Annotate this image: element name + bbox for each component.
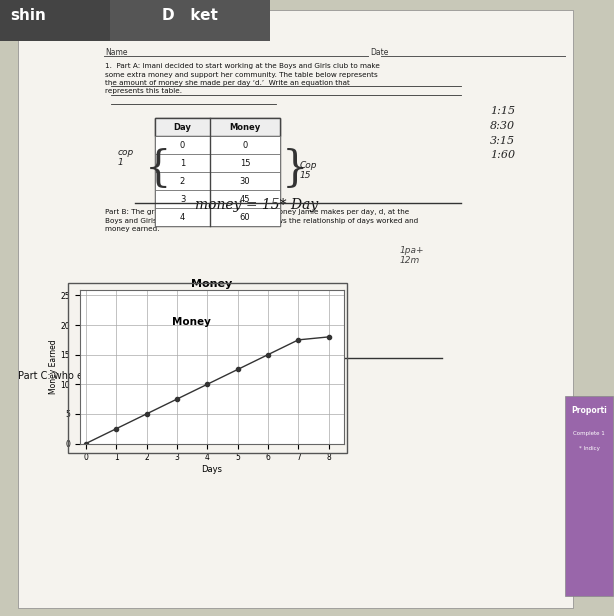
Text: Money: Money [173,317,211,327]
Bar [155,118,280,226]
Text: Complete 1: Complete 1 [573,431,605,436]
Text: 1.  Part A: Imani decided to start working at the Boys and Girls club to make
so: 1. Part A: Imani decided to start workin… [105,63,380,94]
Y-axis label: Money Earned: Money Earned [49,339,58,394]
Text: cop
1: cop 1 [118,148,134,168]
Bar [155,136,280,154]
Text: Part C: who earns more money after 8 days and by how much?: Part C: who earns more money after 8 day… [18,371,326,381]
FancyBboxPatch shape [0,0,110,41]
Text: {: { [145,148,171,190]
Text: Part B: The graph below shows the amount of money Jamie makes per day, d, at the: Part B: The graph below shows the amount… [105,209,418,232]
Text: 2: 2 [180,177,185,185]
Text: 15: 15 [239,158,251,168]
FancyBboxPatch shape [18,10,573,608]
Text: 0: 0 [243,140,247,150]
Text: * Indicy: * Indicy [578,446,599,451]
Bar [155,172,280,190]
Text: 60: 60 [239,213,251,222]
Text: 0: 0 [180,140,185,150]
Bar [155,208,280,226]
FancyBboxPatch shape [110,0,270,41]
Text: 3: 3 [180,195,185,203]
Text: Name: Name [105,48,128,57]
Text: 1pa+
12m: 1pa+ 12m [400,246,424,265]
FancyBboxPatch shape [565,396,613,596]
Text: 1: 1 [180,158,185,168]
Text: }: } [282,148,308,190]
Text: 45: 45 [239,195,251,203]
Text: Day: Day [174,123,192,131]
Text: Money: Money [230,123,260,131]
Text: 30: 30 [239,177,251,185]
X-axis label: Days: Days [201,465,222,474]
Text: shin: shin [10,9,46,23]
Text: 4: 4 [180,213,185,222]
Bar [155,154,280,172]
Bar [155,190,280,208]
Title: Money: Money [191,279,233,289]
Text: y= 2.5x: y= 2.5x [120,348,190,366]
Bar [155,118,280,136]
Text: D   ket: D ket [162,9,218,23]
Text: 1:15
8:30
3:15
1:60: 1:15 8:30 3:15 1:60 [490,106,515,160]
Text: Cop
15: Cop 15 [300,161,317,180]
Text: money = 15* Day: money = 15* Day [195,198,318,212]
Text: Date: Date [370,48,389,57]
Text: Proporti: Proporti [571,406,607,415]
